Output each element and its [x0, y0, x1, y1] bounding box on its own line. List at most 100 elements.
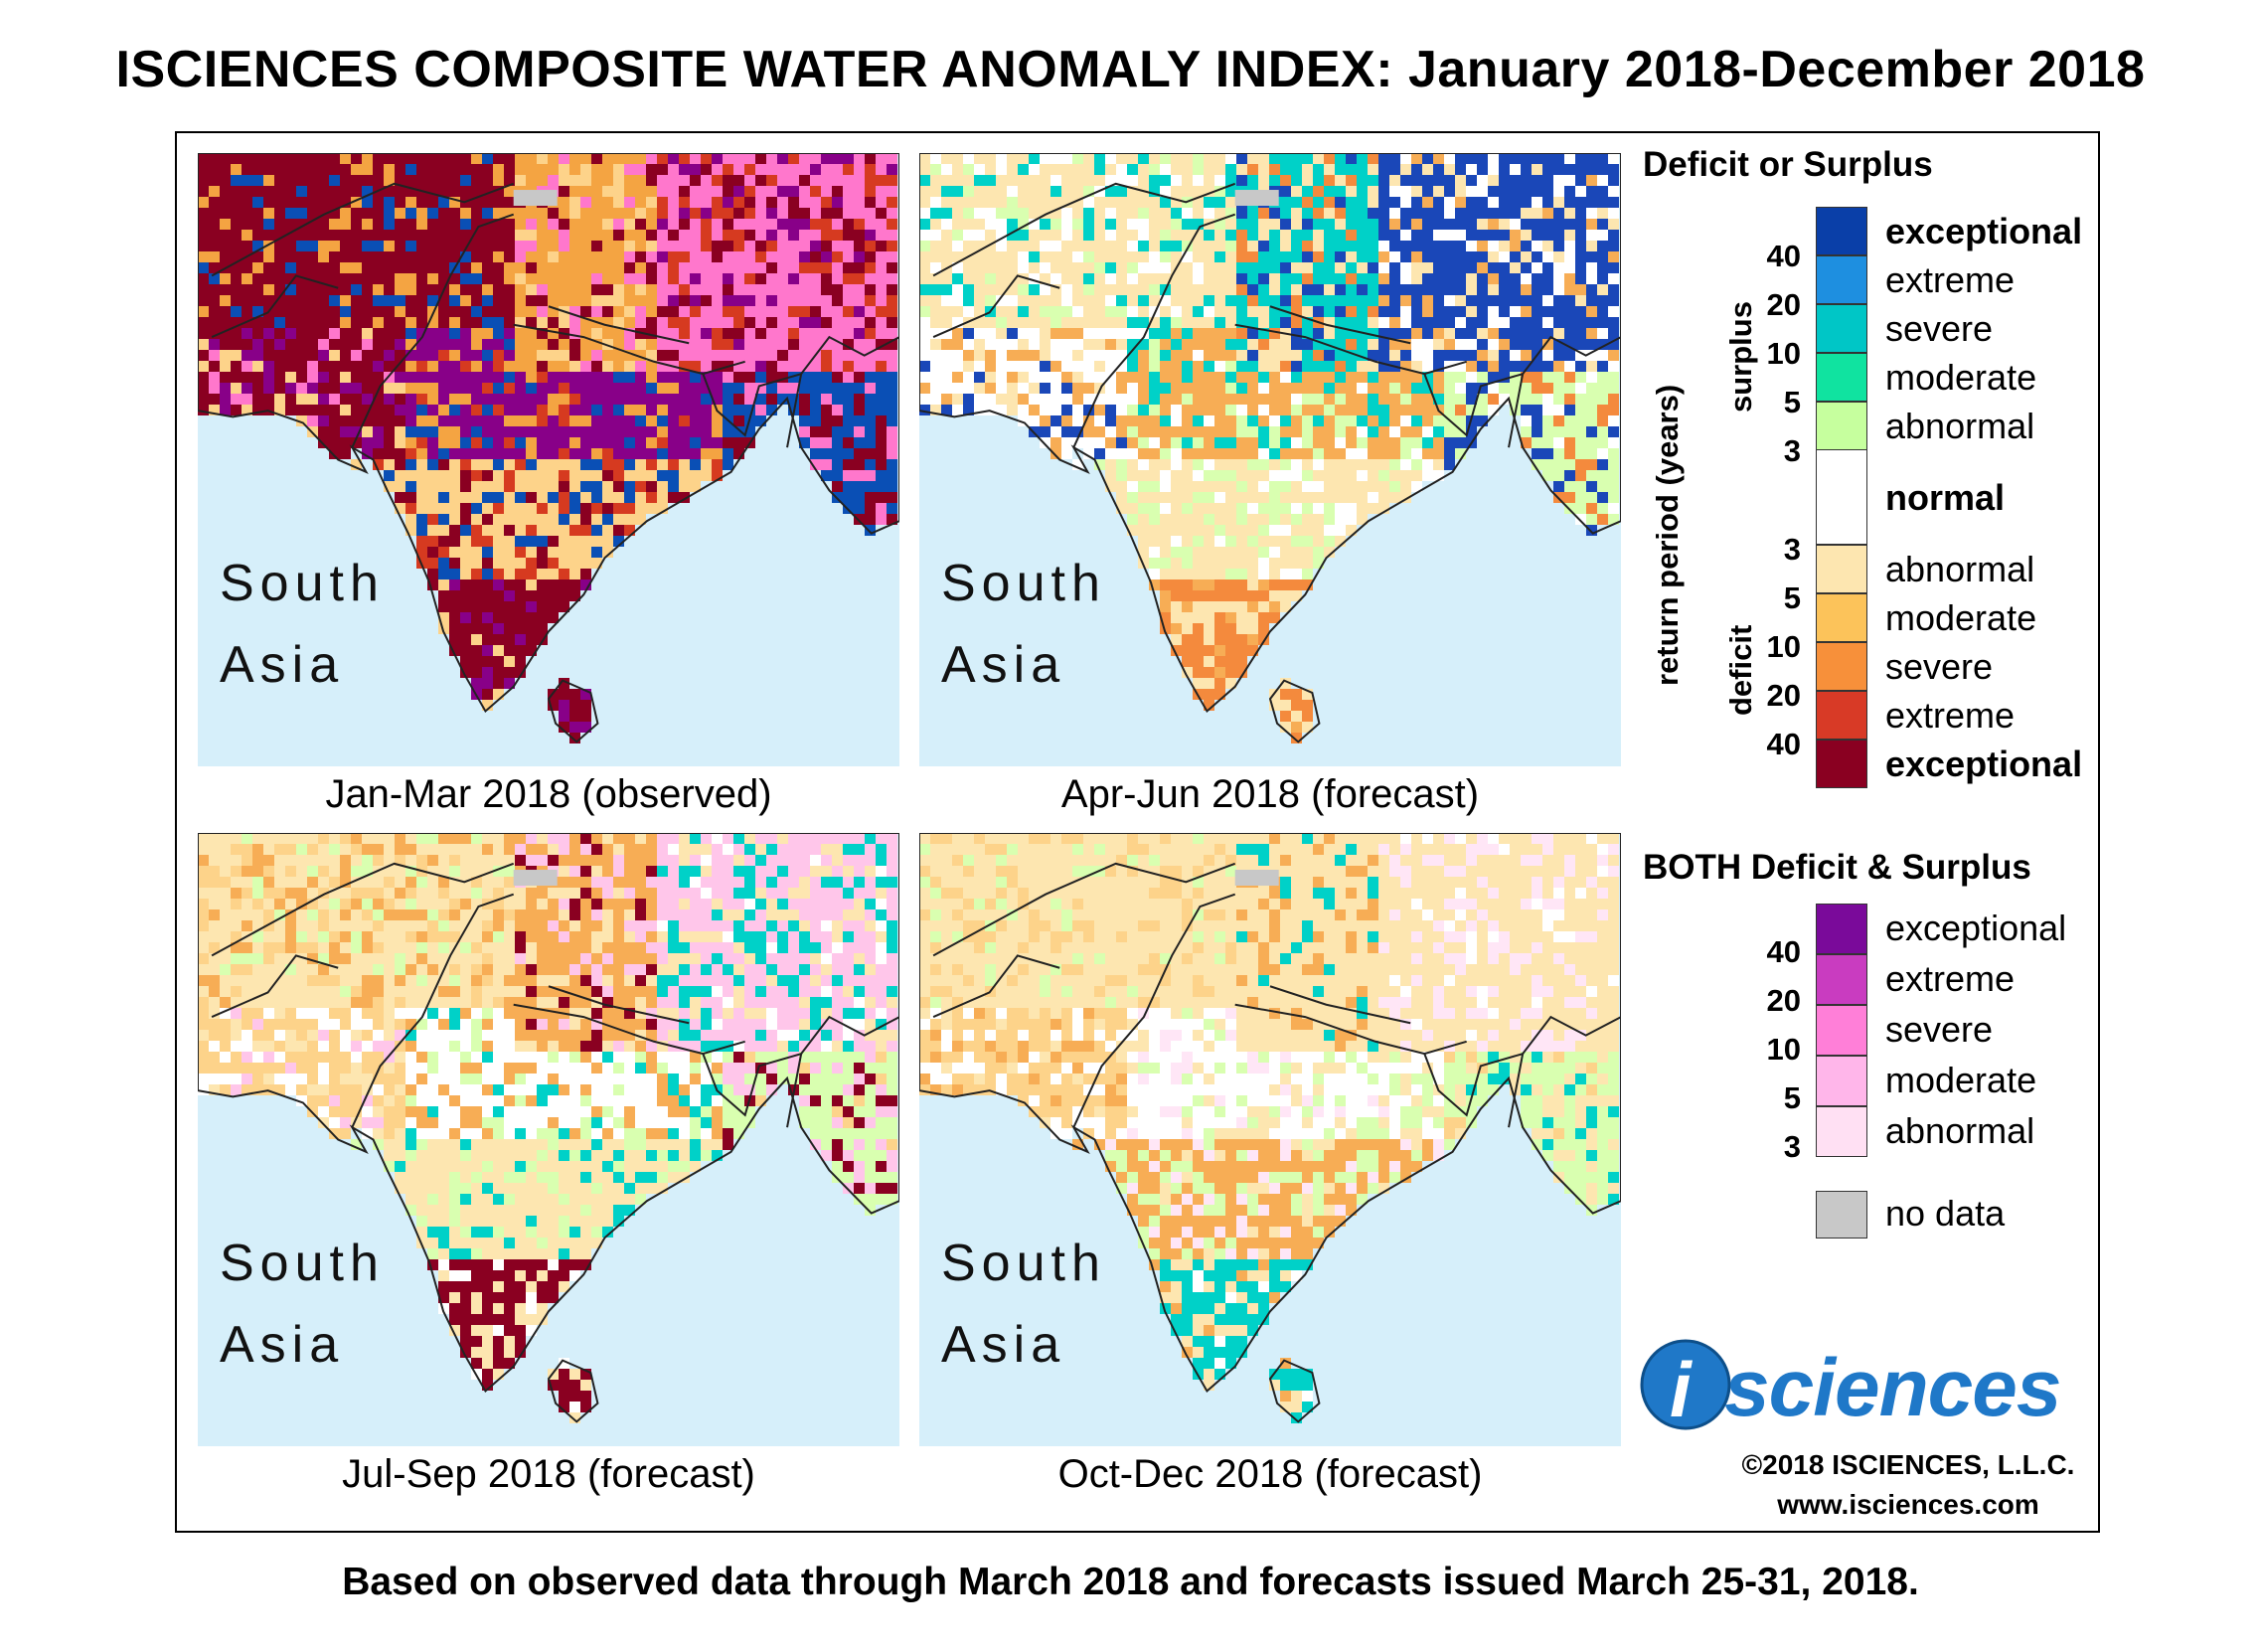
region-line-2: Asia	[941, 1316, 1066, 1374]
legend-deficit-tick: 5	[1783, 580, 1801, 615]
region-label: South Asia	[941, 543, 1106, 706]
legend-both-tick: 20	[1766, 983, 1801, 1018]
region-line-1: South	[941, 555, 1106, 612]
region-line-1: South	[220, 555, 385, 612]
country-border	[1072, 213, 1236, 448]
logo-wordmark: sciences	[1724, 1343, 2061, 1433]
legend-surplus-label-exceptional: exceptional	[1885, 211, 2083, 251]
page-title: ISCIENCES COMPOSITE WATER ANOMALY INDEX:…	[115, 41, 2146, 98]
country-border	[351, 893, 515, 1128]
legend-deficit-tick: 3	[1783, 532, 1801, 567]
legend-both-tick: 40	[1766, 934, 1801, 969]
legend-both-label-extreme: extreme	[1885, 958, 2016, 999]
legend-surplus-tick: 3	[1783, 433, 1801, 468]
region-line-1: South	[941, 1235, 1106, 1292]
legend-both-label-exceptional: exceptional	[1885, 908, 2067, 948]
map-canvas	[198, 833, 899, 1446]
region-label: South Asia	[220, 1223, 385, 1386]
country-border	[800, 1015, 899, 1055]
legend-deficit-swatch-severe	[1816, 642, 1867, 691]
country-border	[800, 335, 899, 375]
region-line-1: South	[220, 1235, 385, 1292]
legend-surplus-tick: 40	[1766, 239, 1801, 273]
legend-deficit-label-severe: severe	[1885, 646, 1994, 687]
country-border	[1423, 1052, 1525, 1128]
isciences-logo-icon: i	[1640, 1339, 1731, 1431]
map-panel-apr-jun: South Asia	[919, 153, 1621, 766]
country-border	[932, 862, 1236, 957]
legend-both-label-abnormal: abnormal	[1885, 1110, 2035, 1151]
legend-both-tick: 3	[1783, 1129, 1801, 1164]
copyright-text: ©2018 ISCIENCES, L.L.C.	[1741, 1449, 2075, 1480]
legend-surplus-label-abnormal: abnormal	[1885, 406, 2035, 446]
legend-surplus-tick: 5	[1783, 385, 1801, 419]
legend-surplus-swatch-severe	[1816, 304, 1867, 353]
legend-both-label-severe: severe	[1885, 1009, 1994, 1050]
country-border	[1072, 893, 1236, 1128]
country-border	[211, 182, 515, 277]
legend-surplus-label-extreme: extreme	[1885, 259, 2016, 300]
legend-deficit-swatch-abnormal	[1816, 545, 1867, 593]
legend-deficit-swatch-extreme	[1816, 691, 1867, 740]
legend-both-swatch-abnormal	[1816, 1106, 1867, 1157]
country-border	[1522, 335, 1621, 375]
country-border	[1522, 1015, 1621, 1055]
country-border	[211, 862, 515, 957]
legend-both-tick: 10	[1766, 1032, 1801, 1067]
legend-surplus-swatch-exceptional	[1816, 207, 1867, 255]
legend-axis-label: return period (years)	[1650, 384, 1685, 686]
coastline	[198, 153, 899, 714]
legend-deficit-label-extreme: extreme	[1885, 695, 2016, 736]
country-border	[932, 182, 1236, 277]
country-border	[1234, 323, 1467, 376]
caption-jan-mar: Jan-Mar 2018 (observed)	[325, 772, 772, 816]
caption-apr-jun: Apr-Jun 2018 (forecast)	[1060, 772, 1480, 816]
anomaly-grid	[919, 833, 1619, 1423]
legend-deficit-label-moderate: moderate	[1885, 597, 2037, 638]
legend-label-no-data: no data	[1885, 1193, 2006, 1234]
anomaly-grid	[198, 153, 897, 743]
country-border	[1269, 985, 1411, 1025]
website-link[interactable]: www.isciences.com	[1777, 1489, 2039, 1520]
country-border	[932, 274, 1060, 339]
region-label: South Asia	[941, 1223, 1106, 1386]
legend-surplus-swatch-extreme	[1816, 255, 1867, 304]
region-line-2: Asia	[220, 636, 345, 694]
legend-label-normal: normal	[1885, 477, 2006, 518]
legend-deficit-tick: 40	[1766, 727, 1801, 761]
legend-swatch-normal	[1816, 449, 1867, 545]
region-label: South Asia	[220, 543, 385, 706]
legend-both-label-moderate: moderate	[1885, 1060, 2037, 1100]
sri-lanka-outline	[1268, 1359, 1321, 1423]
map-panel-jan-mar: South Asia	[198, 153, 899, 766]
country-border	[1234, 1003, 1467, 1056]
legend-deficit-label-exceptional: exceptional	[1885, 743, 2083, 784]
anomaly-grid	[198, 833, 897, 1423]
sri-lanka-outline	[1268, 679, 1321, 743]
country-border	[702, 1052, 803, 1128]
no-data-area	[1234, 190, 1279, 207]
legend-surplus-label-moderate: moderate	[1885, 357, 2037, 398]
country-border	[548, 305, 690, 345]
legend-deficit-swatch-moderate	[1816, 593, 1867, 642]
country-border	[211, 954, 339, 1019]
country-border	[702, 372, 803, 448]
legend-title-deficit-surplus: Deficit or Surplus	[1643, 145, 1933, 184]
country-border	[932, 954, 1060, 1019]
country-border	[1269, 305, 1411, 345]
country-border	[548, 985, 690, 1025]
no-data-area	[513, 190, 558, 207]
map-panel-oct-dec: South Asia	[919, 833, 1621, 1446]
country-border	[1423, 372, 1525, 448]
legend-deficit-swatch-exceptional	[1816, 740, 1867, 788]
legend-deficit-tick: 20	[1766, 678, 1801, 713]
region-line-2: Asia	[220, 1316, 345, 1374]
no-data-area	[1234, 870, 1279, 887]
legend-both-swatch-severe	[1816, 1005, 1867, 1056]
legend-surplus-swatch-moderate	[1816, 353, 1867, 402]
region-line-2: Asia	[941, 636, 1066, 694]
map-canvas	[198, 153, 899, 766]
legend-surplus-swatch-abnormal	[1816, 402, 1867, 450]
caption-jul-sep: Jul-Sep 2018 (forecast)	[342, 1452, 755, 1496]
legend-title-both: BOTH Deficit & Surplus	[1643, 848, 2031, 887]
